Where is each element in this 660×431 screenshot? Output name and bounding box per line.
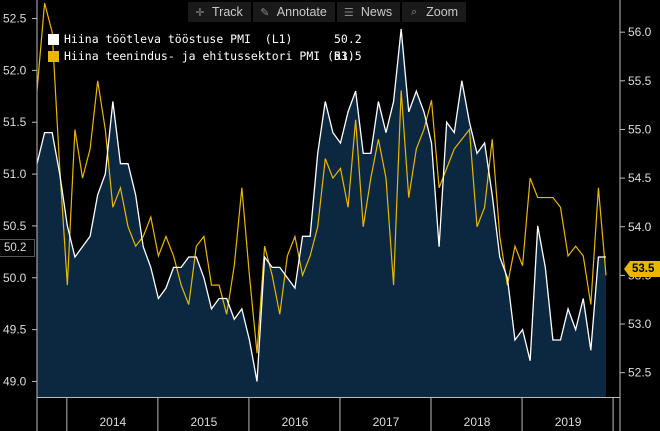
x-tick-label: 2016 [282,415,309,429]
magnifier-icon: ⌕ [411,5,418,18]
x-tick-label: 2014 [100,415,127,429]
series-line-services [36,2,607,354]
y-left-tick-label: 50.0 [3,271,27,285]
legend-swatch-yellow [48,51,59,62]
track-label: Track [212,5,243,19]
y-right-tick-label: 56.0 [628,25,652,39]
news-icon: ☰ [343,6,354,19]
zoom-button[interactable]: ⌕ Zoom [402,2,467,22]
y-left-tick-label: 52.5 [3,12,27,26]
x-tick-label: 2015 [191,415,218,429]
last-value-tag-left: 50.2 [0,239,35,257]
series-area-manufacturing [37,28,606,398]
track-button[interactable]: ✛ Track [188,2,251,22]
y-left-tick-label: 52.0 [3,63,27,77]
y-left-tick-label: 50.5 [3,219,27,233]
y-right-tick-label: 54.5 [628,171,652,185]
x-tick-label: 2018 [464,415,491,429]
y-right-tick-label: 52.5 [628,366,652,380]
annotate-button[interactable]: ✎ Annotate [252,2,335,22]
y-right-tick-label: 55.0 [628,122,652,136]
y-right-tick-label: 55.5 [628,74,652,88]
y-left-tick-label: 51.0 [3,167,27,181]
y-left-tick-label: 51.5 [3,115,27,129]
x-tick-label: 2019 [555,415,582,429]
zoom-label: Zoom [426,5,459,19]
news-button[interactable]: ☰ News [336,2,401,22]
annotate-label: Annotate [276,5,327,19]
last-value-tag-right: 53.5 [624,261,660,277]
x-tick-label: 2017 [373,415,400,429]
y-right-tick-label: 54.0 [628,220,652,234]
y-left-tick-label: 49.5 [3,323,27,337]
chart-legend: Hiina töötleva tööstuse PMI (L1) 50.2 Hi… [48,31,362,65]
y-left-tick-label: 49.0 [3,374,27,388]
y-right-tick-label: 53.0 [628,317,652,331]
legend-item-services: Hiina teenindus- ja ehitussektori PMI (R… [48,48,362,65]
legend-label: Hiina töötleva tööstuse PMI (L1) [64,32,293,46]
series-line-manufacturing [36,28,606,382]
legend-value: 50.2 [334,32,362,46]
crosshair-icon: ✛ [195,6,205,19]
legend-swatch-white [48,34,59,45]
pencil-icon: ✎ [260,6,270,19]
news-label: News [360,5,393,19]
legend-item-manufacturing: Hiina töötleva tööstuse PMI (L1) 50.2 [48,31,362,48]
legend-label: Hiina teenindus- ja ehitussektori PMI (R… [64,49,355,63]
chart-toolbar: ✛ Track ✎ Annotate ☰ News ⌕ Zoom [188,2,467,22]
legend-value: 53.5 [334,49,362,63]
